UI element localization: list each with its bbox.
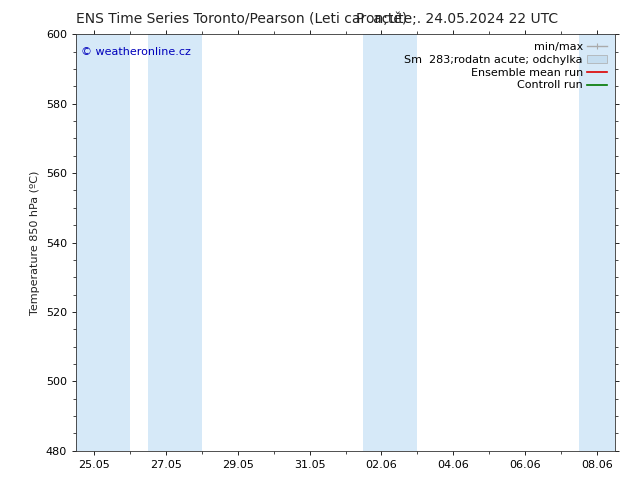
Legend: min/max, Sm  283;rodatn acute; odchylka, Ensemble mean run, Controll run: min/max, Sm 283;rodatn acute; odchylka, … (402, 40, 609, 93)
Text: © weatheronline.cz: © weatheronline.cz (81, 47, 191, 57)
Text: ENS Time Series Toronto/Pearson (Leti caron;tě): ENS Time Series Toronto/Pearson (Leti ca… (76, 12, 407, 26)
Bar (579, 34, 615, 451)
Bar (363, 34, 417, 451)
Bar (76, 34, 130, 451)
Bar (148, 34, 202, 451)
Text: P  acute;. 24.05.2024 22 UTC: P acute;. 24.05.2024 22 UTC (356, 12, 558, 26)
Y-axis label: Temperature 850 hPa (ºC): Temperature 850 hPa (ºC) (30, 171, 40, 315)
